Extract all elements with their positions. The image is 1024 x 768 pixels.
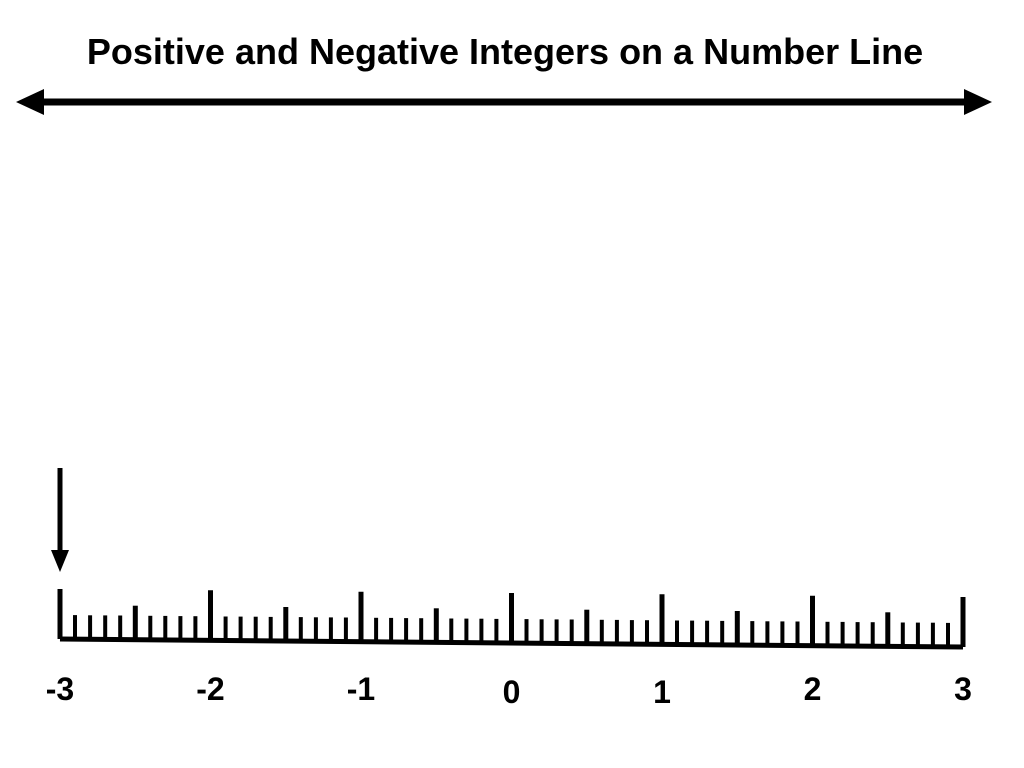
number-line-ruler xyxy=(57,589,966,650)
tick-label: -3 xyxy=(46,671,74,707)
tick-label: 1 xyxy=(653,674,671,710)
pointer-head xyxy=(51,550,69,572)
tick-label: 2 xyxy=(804,671,822,707)
tick-label: 3 xyxy=(954,671,972,707)
down-arrow-icon xyxy=(51,468,69,572)
double-headed-arrow-icon xyxy=(16,89,992,115)
page-title: Positive and Negative Integers on a Numb… xyxy=(86,31,924,72)
arrow-head-left xyxy=(16,89,44,115)
tick-label: -2 xyxy=(196,671,224,707)
arrow-head-right xyxy=(964,89,992,115)
tick-labels: -3 -2 -1 0 1 2 3 xyxy=(46,671,972,710)
tick-label: -1 xyxy=(347,671,375,707)
tick-label: 0 xyxy=(503,674,521,710)
